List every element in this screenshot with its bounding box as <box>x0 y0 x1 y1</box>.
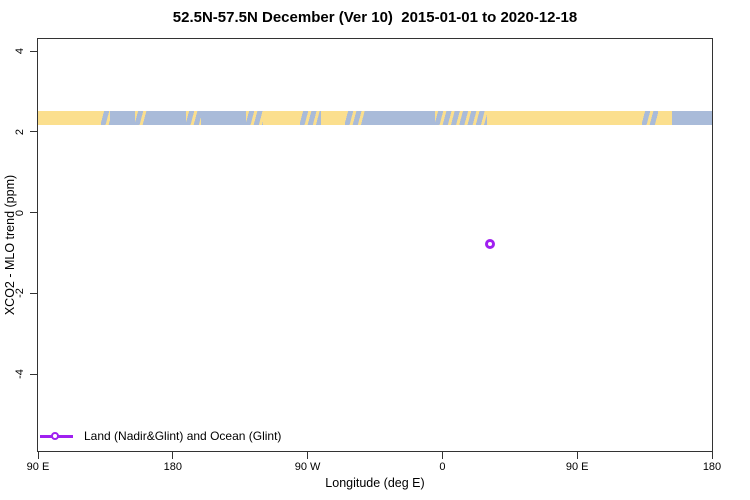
legend-open-circle-icon <box>51 431 59 440</box>
legend-symbol <box>40 431 73 442</box>
map-strip-segment-ocean <box>671 111 712 125</box>
map-strip-segment-mixed <box>345 111 366 125</box>
map-strip-segment-land <box>658 111 672 125</box>
x-tick <box>576 452 578 459</box>
map-strip-segment-land <box>321 111 346 125</box>
x-tick-label: 90 W <box>294 461 321 473</box>
y-tick-label: -4 <box>14 369 26 380</box>
map-strip-segment-ocean <box>147 111 187 125</box>
x-tick-label: 180 <box>702 461 722 473</box>
map-strip-segment-mixed <box>100 111 110 125</box>
y-axis-title: XCO2 - MLO trend (ppm) <box>3 174 17 316</box>
x-tick-label: 90 E <box>26 461 50 473</box>
y-tick <box>30 292 37 294</box>
x-tick <box>441 452 443 459</box>
y-tick <box>30 50 37 52</box>
x-tick <box>37 452 39 459</box>
map-strip-segment-mixed <box>186 111 202 125</box>
legend-label: Land (Nadir&Glint) and Ocean (Glint) <box>84 429 282 443</box>
map-strip-segment-mixed <box>434 111 488 125</box>
plot-area: 90 E 180 90 W 0 90 E 180 4 2 0 -2 -4 Land (Nadir&G… <box>14 38 721 473</box>
x-axis-title: Longitude (deg E) <box>325 476 425 490</box>
map-strip-segment-ocean <box>201 111 247 125</box>
map-strip-segment-ocean <box>366 111 435 125</box>
legend: Land (Nadir&Glint) and Ocean (Glint) <box>39 429 281 443</box>
map-strip-segment-mixed <box>135 111 148 125</box>
map-strip-segment-mixed <box>641 111 659 125</box>
chart-title: 52.5N-57.5N December (Ver 10) 2015-01-01… <box>172 9 578 26</box>
y-tick <box>30 212 37 214</box>
data-point <box>485 239 496 250</box>
x-tick <box>172 452 174 459</box>
map-strip-segment-ocean <box>109 111 136 125</box>
map-strip-segment-land <box>487 111 642 125</box>
x-tick-label: 0 <box>439 461 446 473</box>
map-strip-segment-land <box>38 111 101 125</box>
map-strip-segment-land <box>262 111 301 125</box>
y-tick <box>30 131 37 133</box>
x-tick <box>711 452 713 459</box>
map-strip-segment-mixed <box>246 111 263 125</box>
y-tick-label: 2 <box>14 128 26 135</box>
map-strip-segment-mixed <box>300 111 322 125</box>
y-tick <box>30 373 37 375</box>
x-tick-label: 180 <box>163 461 182 473</box>
land-ocean-map-strip <box>38 111 712 125</box>
x-tick-label: 90 E <box>565 461 589 473</box>
y-tick-label: 4 <box>14 48 26 55</box>
x-tick <box>307 452 309 459</box>
